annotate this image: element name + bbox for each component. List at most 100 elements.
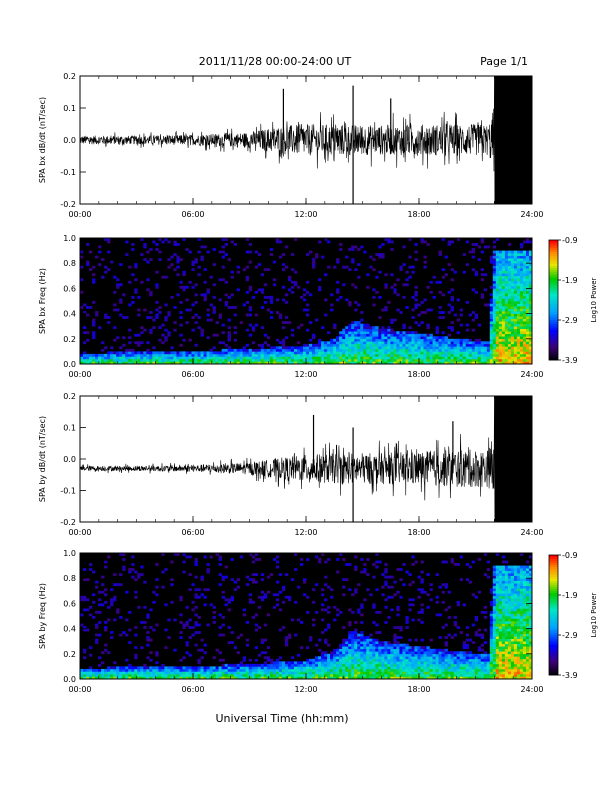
spectrogram-cell — [336, 673, 340, 677]
spectrogram-cell — [504, 603, 509, 607]
spectrogram-cell — [405, 348, 409, 352]
spectrogram-cell — [143, 580, 147, 584]
spectrogram-cell — [272, 558, 277, 561]
spectrogram-cell — [414, 341, 418, 345]
spectrogram-cell — [348, 621, 352, 624]
spectrogram-cell — [498, 260, 503, 264]
spectrogram-cell — [417, 653, 421, 657]
spectrogram-cell — [381, 643, 385, 647]
spectrogram-cell — [287, 666, 292, 670]
spectrogram-cell — [507, 306, 512, 309]
spectrogram-cell — [522, 280, 527, 284]
spectrogram-cell — [507, 326, 512, 330]
spectrogram-cell — [423, 298, 427, 302]
spectrogram-cell — [227, 598, 231, 602]
spectrogram-cell — [182, 553, 186, 556]
y-tick-label: 0.1 — [63, 104, 76, 113]
spectrogram-cell — [242, 656, 247, 660]
spectrogram-cell — [483, 273, 488, 277]
spectrogram-cell — [501, 628, 506, 632]
spectrogram-cell — [507, 278, 512, 282]
spectrogram-cell — [453, 673, 457, 677]
spectrogram-cell — [269, 348, 274, 352]
spectrogram-cell — [393, 353, 397, 357]
spectrogram-cell — [519, 343, 524, 347]
spectrogram-cell — [387, 643, 391, 647]
spectrogram-cell — [498, 343, 503, 347]
spectrogram-cell — [513, 648, 518, 652]
spectrogram-cell — [507, 578, 512, 582]
spectrogram-cell — [155, 358, 159, 362]
spectrogram-cell — [516, 356, 521, 360]
spectrogram-cell — [495, 278, 500, 282]
spectrogram-cell — [396, 568, 400, 571]
spectrogram-cell — [248, 333, 253, 337]
spectrogram-cell — [348, 653, 352, 657]
spectrogram-cell — [471, 666, 476, 670]
spectrogram-cell — [206, 361, 210, 365]
spectrogram-cell — [197, 595, 201, 599]
spectrogram-cell — [185, 643, 189, 647]
spectrogram-cell — [492, 270, 497, 274]
spectrogram-cell — [98, 610, 102, 614]
spectrogram-cell — [227, 641, 231, 645]
spectrogram-cell — [522, 253, 527, 256]
spectrogram-cell — [95, 313, 99, 317]
spectrogram-cell — [507, 633, 512, 637]
spectrogram-cell — [438, 250, 442, 254]
spectrogram-cell — [438, 290, 442, 294]
spectrogram-cell — [495, 568, 500, 571]
spectrogram-cell — [257, 353, 262, 357]
spectrogram-cell — [330, 663, 334, 667]
spectrogram-cell — [116, 668, 120, 672]
spectrogram-cell — [179, 258, 183, 261]
spectrogram-cell — [390, 328, 394, 332]
spectrogram-cell — [209, 666, 213, 670]
spectrogram-cell — [447, 341, 451, 345]
spectrogram-cell — [281, 666, 286, 670]
spectrogram-cell — [137, 353, 141, 357]
spectrogram-cell — [92, 570, 96, 574]
spectrogram-cell — [468, 343, 473, 347]
spectrogram-cell — [191, 668, 195, 672]
spectrogram-cell — [179, 613, 183, 617]
spectrogram-cell — [414, 336, 418, 340]
spectrogram-cell — [453, 348, 457, 352]
spectrogram-cell — [257, 653, 262, 657]
spectrogram-cell — [522, 328, 527, 332]
spectrogram-cell — [83, 356, 87, 360]
spectrogram-cell — [489, 663, 494, 667]
spectrogram-cell — [504, 348, 509, 352]
spectrogram-cell — [212, 358, 216, 362]
spectrogram-cell — [324, 358, 328, 362]
spectrogram-cell — [513, 633, 518, 637]
spectrogram-cell — [444, 656, 448, 660]
spectrogram-cell — [224, 238, 228, 241]
spectrogram-cell — [519, 353, 524, 357]
spectrogram-cell — [405, 570, 409, 574]
spectrogram-cell — [348, 331, 352, 335]
spectrogram-cell — [528, 313, 533, 317]
spectrogram-cell — [203, 643, 207, 647]
spectrogram-cell — [390, 648, 394, 652]
spectrogram-cell — [269, 658, 274, 662]
spectrogram-cell — [405, 671, 409, 675]
spectrogram-cell — [414, 361, 418, 365]
spectrogram-cell — [354, 638, 358, 642]
spectrogram-cell — [414, 298, 418, 302]
spectrogram-cell — [101, 358, 105, 362]
spectrogram-cell — [459, 346, 463, 350]
spectrogram-cell — [498, 306, 503, 309]
spectrogram-cell — [149, 608, 153, 612]
spectrogram-cell — [474, 653, 479, 657]
spectrogram-cell — [495, 573, 500, 576]
spectrogram-cell — [152, 673, 156, 677]
spectrogram-cell — [528, 331, 533, 335]
spectrogram-cell — [504, 578, 509, 582]
spectrogram-cell — [302, 666, 307, 670]
spectrogram-cell — [405, 358, 409, 362]
spectrogram-cell — [342, 348, 346, 352]
spectrogram-cell — [399, 346, 403, 350]
spectrogram-cell — [420, 338, 424, 342]
spectrogram-cell — [495, 671, 500, 675]
